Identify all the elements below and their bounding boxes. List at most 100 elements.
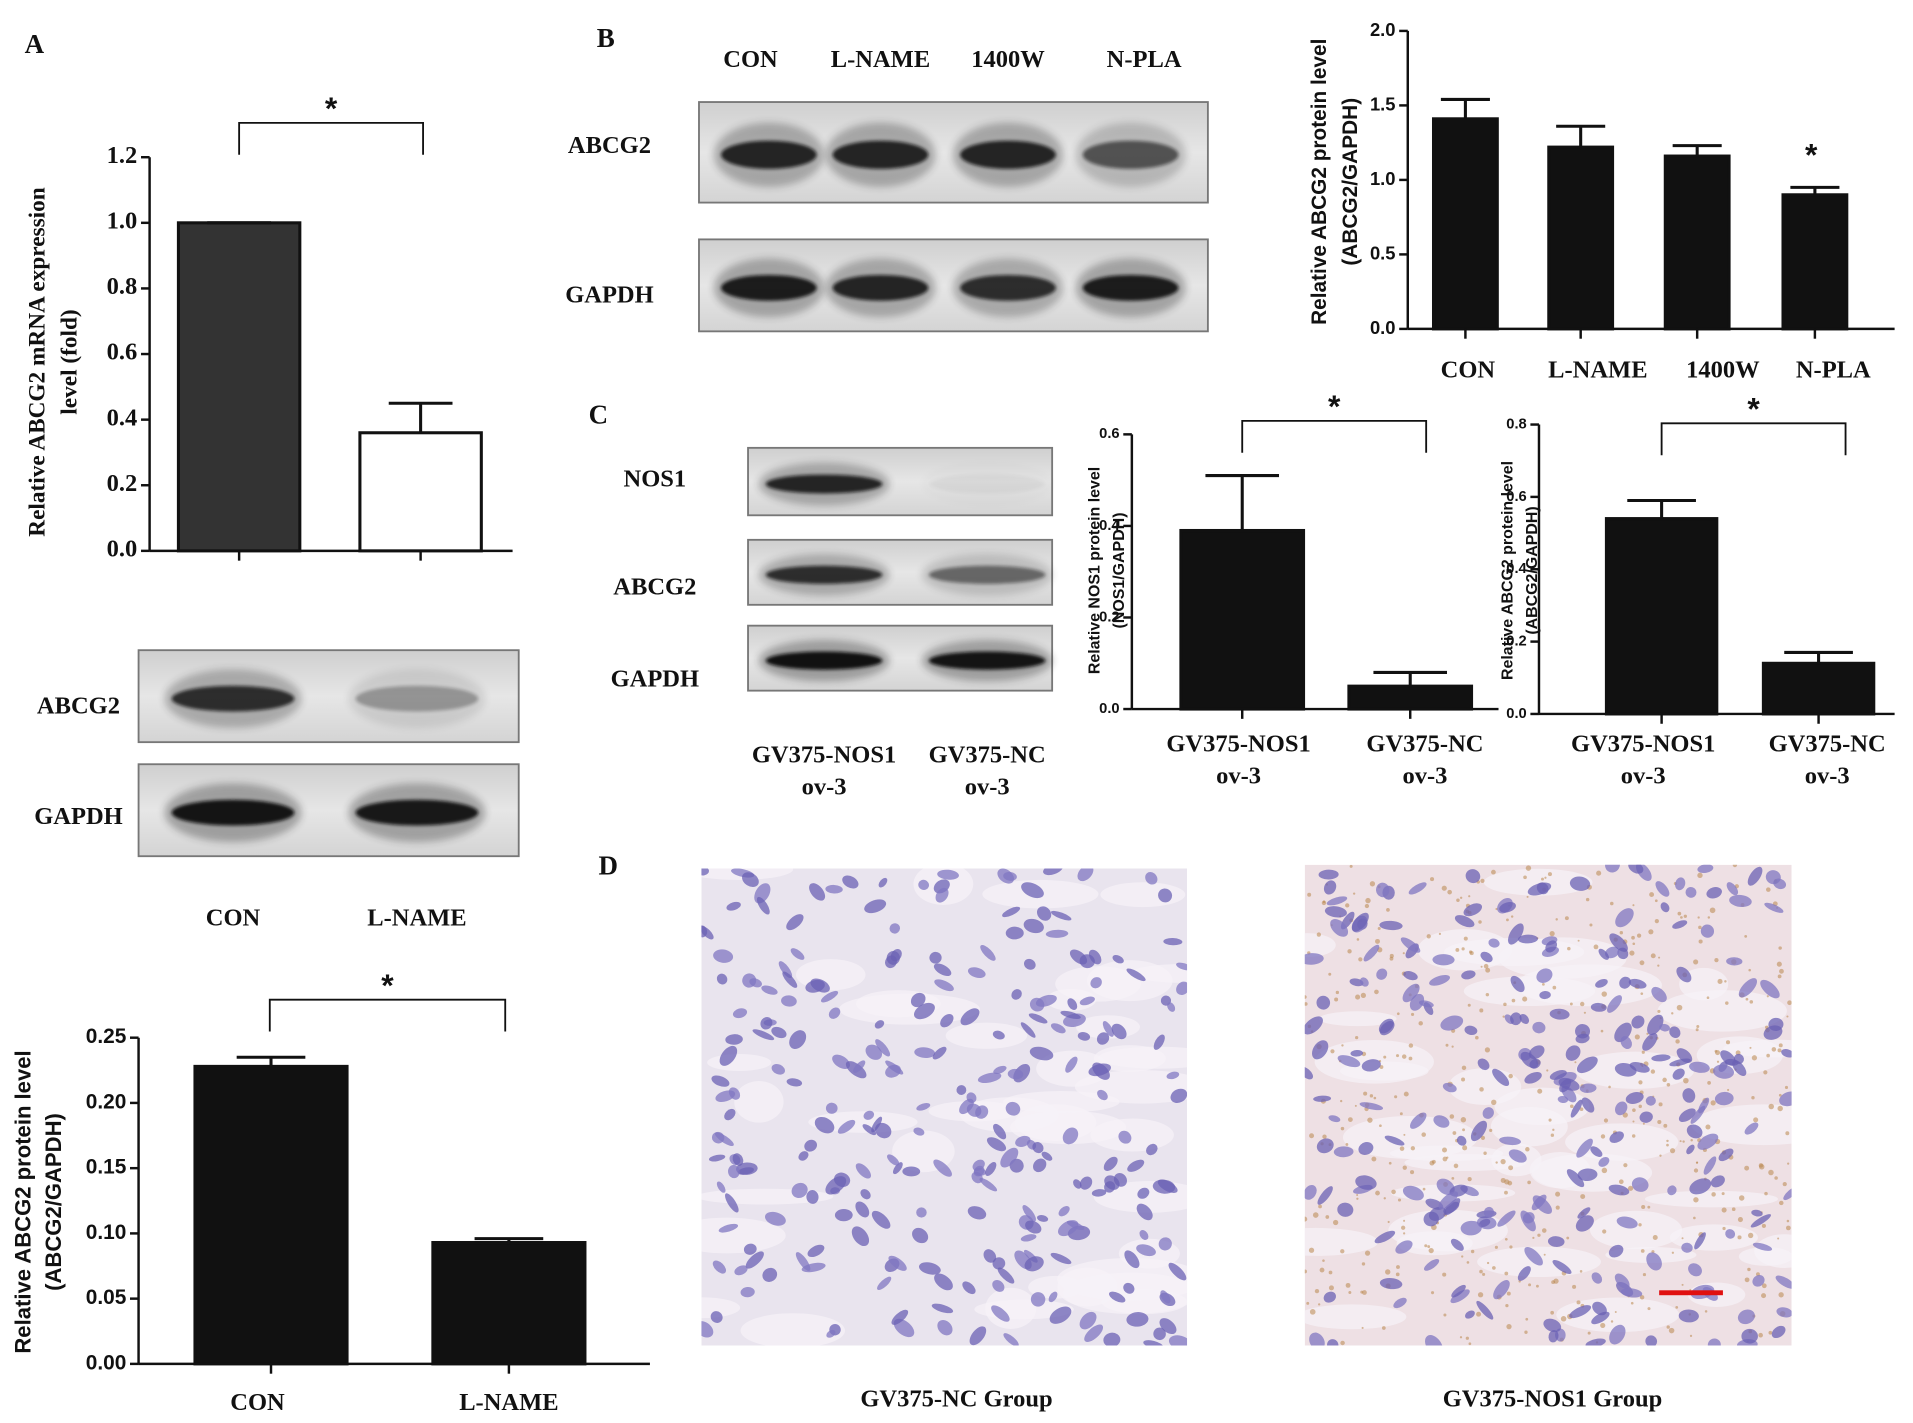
nucleus bbox=[806, 1190, 819, 1204]
stain-dot bbox=[1442, 1156, 1448, 1162]
stain-dot bbox=[1322, 900, 1326, 904]
micrograph-caption: GV375-NC Group bbox=[860, 1385, 1052, 1412]
stain-dot bbox=[1426, 934, 1431, 939]
stain-dot bbox=[1525, 1317, 1529, 1321]
blot-lane-label: ov-3 bbox=[802, 773, 847, 800]
stain-dot bbox=[1340, 1340, 1345, 1346]
stain-dot bbox=[1410, 1146, 1416, 1151]
stroma bbox=[701, 1297, 741, 1319]
stain-dot bbox=[1403, 1232, 1406, 1235]
nucleus bbox=[1400, 937, 1421, 953]
stain-dot bbox=[1668, 1327, 1675, 1334]
stain-dot bbox=[1585, 897, 1590, 902]
stain-dot bbox=[1722, 1226, 1726, 1231]
blot-band bbox=[765, 474, 883, 494]
stain-dot bbox=[1709, 907, 1716, 914]
nucleus bbox=[1775, 1275, 1792, 1289]
stain-dot bbox=[1641, 1204, 1646, 1210]
nucleus bbox=[913, 1002, 935, 1020]
nucleus bbox=[1023, 918, 1044, 934]
stain-dot bbox=[1572, 1284, 1577, 1289]
stain-dot bbox=[1787, 1000, 1792, 1006]
stain-dot bbox=[1332, 1219, 1339, 1226]
nucleus bbox=[1176, 981, 1188, 996]
stain-dot bbox=[1347, 949, 1352, 954]
stain-dot bbox=[1371, 1156, 1377, 1162]
stain-dot bbox=[1766, 995, 1769, 998]
nucleus bbox=[916, 1103, 931, 1111]
nucleus bbox=[1531, 1194, 1547, 1211]
nucleus bbox=[1492, 1068, 1510, 1087]
nucleus bbox=[1088, 1063, 1111, 1077]
y-tick-label: 1.5 bbox=[1370, 93, 1396, 114]
nucleus bbox=[891, 1309, 909, 1325]
nucleus bbox=[1566, 1169, 1585, 1188]
nucleus bbox=[1316, 995, 1331, 1010]
stain-dot bbox=[1697, 872, 1703, 879]
nucleus bbox=[1628, 978, 1647, 989]
stroma bbox=[707, 1054, 772, 1072]
nucleus bbox=[1003, 1333, 1019, 1346]
nucleus bbox=[1060, 1010, 1081, 1019]
blot-band bbox=[1082, 274, 1179, 301]
nucleus bbox=[1011, 989, 1022, 1000]
stain-dot bbox=[1658, 956, 1661, 959]
stain-dot bbox=[1394, 1095, 1398, 1099]
stain-dot bbox=[1778, 946, 1782, 950]
stain-dot bbox=[1477, 1292, 1484, 1298]
nucleus bbox=[1170, 1088, 1188, 1103]
stroma bbox=[734, 1081, 784, 1123]
stain-dot bbox=[1593, 944, 1599, 950]
stain-dot bbox=[1550, 1133, 1555, 1137]
blot-band bbox=[960, 140, 1056, 169]
nucleus bbox=[1605, 946, 1620, 959]
y-tick-label: 0.05 bbox=[86, 1286, 127, 1309]
nucleus bbox=[931, 1303, 954, 1314]
nucleus bbox=[1549, 1008, 1570, 1020]
nucleus bbox=[851, 1226, 870, 1247]
nucleus bbox=[743, 1243, 757, 1255]
stain-dot bbox=[1632, 942, 1636, 946]
stain-dot bbox=[1758, 1332, 1763, 1338]
nucleus bbox=[1408, 882, 1427, 895]
nucleus bbox=[711, 1131, 725, 1144]
nucleus bbox=[710, 1311, 723, 1323]
nucleus bbox=[1136, 1244, 1156, 1257]
nucleus bbox=[1616, 1216, 1638, 1229]
nucleus bbox=[1077, 868, 1094, 882]
nucleus bbox=[1077, 1032, 1091, 1041]
nucleus bbox=[711, 1075, 730, 1087]
stain-dot bbox=[1527, 1180, 1531, 1185]
nucleus bbox=[1569, 1305, 1592, 1319]
nucleus bbox=[1577, 1207, 1591, 1219]
stain-dot bbox=[1308, 1247, 1315, 1253]
stain-dot bbox=[1766, 1053, 1770, 1058]
stain-dot bbox=[1403, 1219, 1406, 1222]
nucleus bbox=[1499, 902, 1516, 913]
stain-dot bbox=[1485, 992, 1490, 997]
nucleus bbox=[1062, 1127, 1079, 1145]
stain-dot bbox=[1658, 1102, 1663, 1107]
stain-dot bbox=[1479, 1008, 1484, 1013]
nucleus bbox=[992, 1279, 1005, 1292]
nucleus bbox=[877, 1276, 892, 1290]
x-tick-label: GV375-NOS1 bbox=[1571, 730, 1715, 757]
stroma bbox=[1304, 1304, 1407, 1330]
nucleus bbox=[1576, 1138, 1593, 1158]
y-tick-label: 0.4 bbox=[1099, 518, 1120, 534]
stain-dot bbox=[1418, 1021, 1423, 1026]
stain-dot bbox=[1650, 953, 1656, 959]
stain-dot bbox=[1636, 933, 1642, 938]
nucleus bbox=[713, 949, 734, 963]
nucleus bbox=[983, 1249, 997, 1263]
blot-lane-label: ov-3 bbox=[965, 773, 1010, 800]
nucleus bbox=[724, 1108, 736, 1121]
stain-dot bbox=[1330, 1049, 1335, 1054]
nucleus bbox=[1688, 1263, 1702, 1277]
stain-dot bbox=[1304, 995, 1307, 999]
nucleus bbox=[913, 1127, 925, 1136]
stain-dot bbox=[1506, 918, 1509, 922]
blot-band bbox=[355, 799, 479, 826]
x-tick-label: ov-3 bbox=[1621, 762, 1666, 789]
blot-band bbox=[765, 565, 883, 584]
